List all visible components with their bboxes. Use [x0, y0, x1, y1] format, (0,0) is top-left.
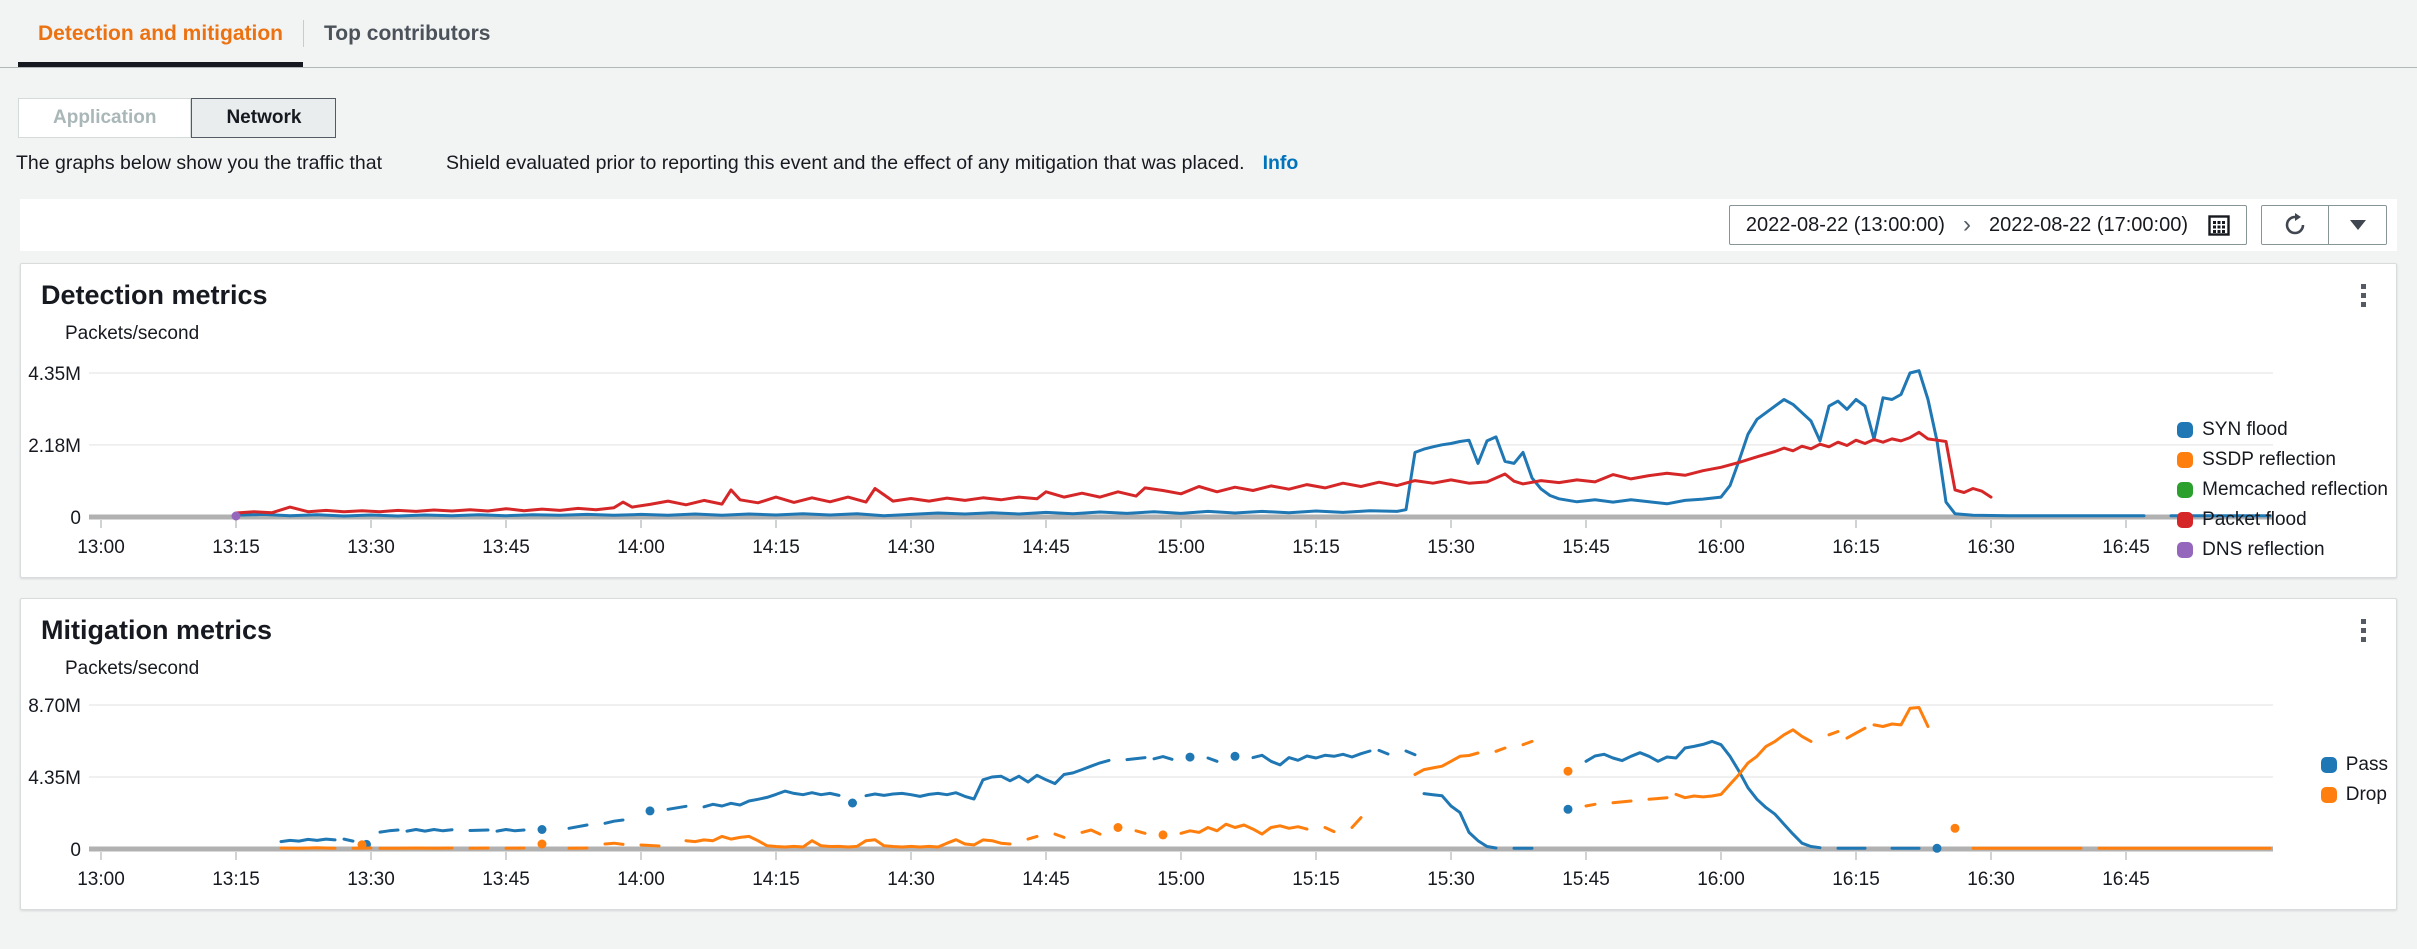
description-before: The graphs below show you the traffic th…: [16, 152, 383, 174]
svg-text:13:45: 13:45: [482, 537, 530, 558]
svg-text:15:00: 15:00: [1157, 537, 1205, 558]
info-link[interactable]: Info: [1262, 152, 1299, 174]
time-range-dropdown-button[interactable]: [2328, 206, 2386, 244]
mitigation-chart: 0 4.35M 8.70M 13:00 13:15 13:30 13:45 14:00 14:1…: [21, 680, 2396, 909]
tab-top-contributors[interactable]: Top contributors: [304, 0, 510, 67]
svg-text:14:15: 14:15: [752, 869, 800, 890]
svg-text:16:00: 16:00: [1697, 869, 1745, 890]
legend-label: Pass: [2345, 754, 2388, 775]
legend-color-dot: [2320, 757, 2337, 773]
network-toggle-button[interactable]: Network: [191, 98, 337, 138]
svg-text:14:45: 14:45: [1022, 869, 1070, 890]
svg-text:14:45: 14:45: [1022, 537, 1070, 558]
y-axis-unit-label: Packets/second: [65, 658, 200, 679]
svg-text:16:30: 16:30: [1967, 869, 2015, 890]
svg-text:16:15: 16:15: [1832, 537, 1880, 558]
detection-legend: SYN flood SSDP reflection Memcached reflec…: [2177, 415, 2388, 565]
svg-text:15:30: 15:30: [1427, 869, 1475, 890]
svg-text:14:15: 14:15: [752, 537, 800, 558]
svg-text:15:15: 15:15: [1292, 869, 1340, 890]
detection-chart: 0 2.18M 4.35M 13:00 13:15 13:30 13:45 14:00 14:1…: [21, 345, 2396, 577]
tab-label: Detection and mitigation: [38, 21, 284, 45]
y-axis-unit-label: Packets/second: [65, 323, 200, 344]
svg-text:13:00: 13:00: [77, 869, 125, 890]
legend-item[interactable]: Drop: [2320, 780, 2388, 810]
refresh-icon: [2285, 213, 2305, 235]
svg-text:16:30: 16:30: [1967, 537, 2015, 558]
legend-label: SYN flood: [2202, 419, 2288, 440]
legend-label: Packet flood: [2202, 509, 2307, 530]
legend-color-dot: [2320, 787, 2337, 803]
legend-color-dot: [2177, 482, 2194, 498]
mitigation-chart-plot[interactable]: 0 4.35M 8.70M 13:00 13:15 13:30 13:45 14:00 14:1…: [21, 680, 2396, 909]
svg-text:15:30: 15:30: [1427, 537, 1475, 558]
tab-detection-and-mitigation[interactable]: Detection and mitigation: [18, 0, 303, 67]
date-range-start: 2022-08-22 (13:00:00): [1745, 213, 1945, 236]
svg-text:0: 0: [70, 508, 81, 529]
legend-color-dot: [2177, 542, 2194, 558]
svg-text:15:45: 15:45: [1562, 537, 1610, 558]
svg-text:8.70M: 8.70M: [28, 696, 81, 717]
svg-text:13:15: 13:15: [212, 537, 260, 558]
toolbar-button-group: [2261, 205, 2387, 245]
svg-text:13:30: 13:30: [347, 869, 395, 890]
mitigation-metrics-panel: Mitigation metrics Packets/second 0 4.35M…: [20, 598, 2397, 910]
svg-text:2.18M: 2.18M: [28, 436, 81, 457]
date-range-end: 2022-08-22 (17:00:00): [1988, 213, 2188, 236]
svg-text:14:00: 14:00: [617, 869, 665, 890]
legend-item[interactable]: Pass: [2320, 750, 2388, 780]
legend-label: Memcached reflection: [2202, 479, 2388, 500]
legend-label: Drop: [2345, 784, 2387, 805]
svg-text:16:15: 16:15: [1832, 869, 1880, 890]
refresh-button[interactable]: [2262, 206, 2328, 244]
legend-item[interactable]: DNS reflection: [2177, 535, 2388, 565]
description-after: Shield evaluated prior to reporting this…: [446, 152, 1245, 174]
chart-toolbar: 2022-08-22 (13:00:00) › 2022-08-22 (17:0…: [20, 199, 2397, 251]
legend-color-dot: [2177, 422, 2194, 438]
application-toggle-button[interactable]: Application: [18, 98, 192, 138]
svg-text:14:30: 14:30: [887, 869, 935, 890]
svg-text:15:15: 15:15: [1292, 537, 1340, 558]
legend-label: DNS reflection: [2202, 539, 2325, 560]
svg-text:14:30: 14:30: [887, 537, 935, 558]
svg-text:13:15: 13:15: [212, 869, 260, 890]
detection-chart-plot[interactable]: 0 2.18M 4.35M 13:00 13:15 13:30 13:45 14:00 14:1…: [21, 345, 2396, 577]
svg-text:4.35M: 4.35M: [28, 768, 81, 789]
chevron-right-icon: ›: [1962, 211, 1971, 238]
panel-title: Detection metrics: [41, 280, 268, 310]
svg-text:16:00: 16:00: [1697, 537, 1745, 558]
layer-segmented-control: Application Network: [18, 98, 2417, 138]
svg-text:4.35M: 4.35M: [28, 364, 81, 385]
svg-text:13:00: 13:00: [77, 537, 125, 558]
legend-label: SSDP reflection: [2202, 449, 2336, 470]
tab-label: Top contributors: [324, 21, 491, 45]
svg-text:14:00: 14:00: [617, 537, 665, 558]
date-range-picker[interactable]: 2022-08-22 (13:00:00) › 2022-08-22 (17:0…: [1728, 205, 2247, 245]
calendar-icon: [2208, 214, 2230, 236]
caret-down-icon: [2349, 220, 2366, 230]
svg-text:16:45: 16:45: [2102, 869, 2150, 890]
tab-separator: [303, 20, 305, 47]
detection-metrics-panel: Detection metrics Packets/second 0 2.18M 4…: [20, 263, 2397, 578]
legend-item[interactable]: Memcached reflection: [2177, 475, 2388, 505]
svg-text:0: 0: [70, 840, 81, 861]
legend-item[interactable]: SSDP reflection: [2177, 445, 2388, 475]
tab-bar: Detection and mitigation Top contributor…: [0, 0, 2417, 68]
legend-color-dot: [2177, 512, 2194, 528]
panel-menu-kebab-icon[interactable]: [2348, 613, 2378, 647]
svg-text:13:45: 13:45: [482, 869, 530, 890]
legend-item[interactable]: Packet flood: [2177, 505, 2388, 535]
svg-text:15:45: 15:45: [1562, 869, 1610, 890]
panel-title: Mitigation metrics: [41, 615, 273, 645]
panel-menu-kebab-icon[interactable]: [2348, 278, 2378, 312]
svg-text:13:30: 13:30: [347, 537, 395, 558]
svg-text:16:45: 16:45: [2102, 537, 2150, 558]
mitigation-legend: Pass Drop: [2320, 750, 2388, 810]
legend-item[interactable]: SYN flood: [2177, 415, 2388, 445]
svg-text:15:00: 15:00: [1157, 869, 1205, 890]
description-text: The graphs below show you the traffic th…: [16, 152, 2417, 175]
legend-color-dot: [2177, 452, 2194, 468]
